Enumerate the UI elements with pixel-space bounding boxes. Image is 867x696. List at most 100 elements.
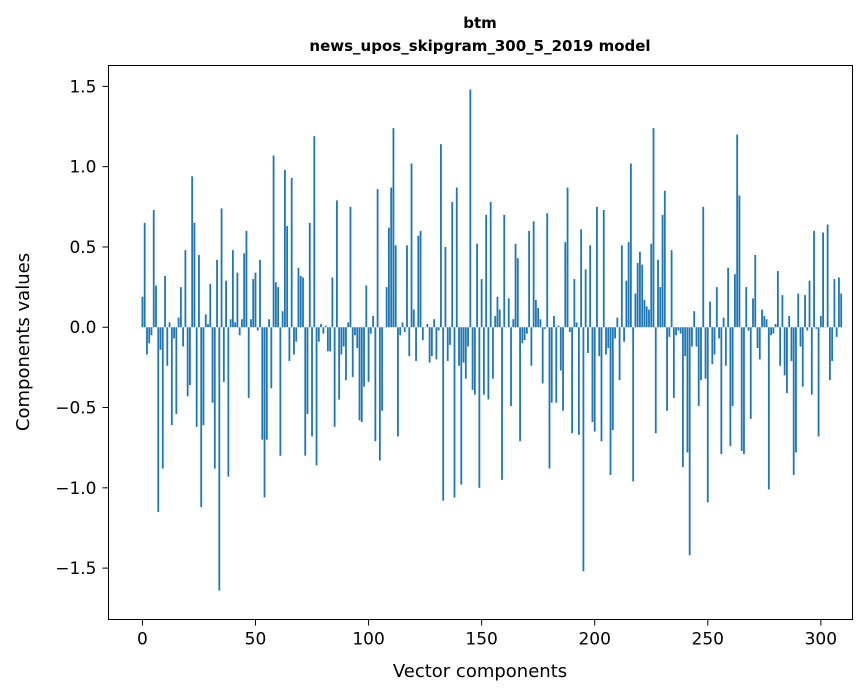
- bar-257: [722, 317, 725, 328]
- bar-199: [591, 327, 594, 422]
- bar-255: [718, 327, 720, 339]
- bar-71: [302, 277, 304, 328]
- bar-197: [587, 327, 589, 353]
- bar-284: [783, 327, 786, 376]
- bar-293: [804, 295, 806, 328]
- bar-27: [202, 327, 205, 426]
- bar-200: [593, 327, 596, 432]
- bar-23: [193, 222, 196, 328]
- bar-49: [252, 279, 255, 328]
- bar-135: [446, 327, 449, 361]
- bar-169: [523, 327, 526, 341]
- bar-232: [666, 327, 668, 411]
- bar-152: [485, 214, 488, 328]
- bar-185: [559, 327, 562, 371]
- bar-111: [392, 128, 395, 328]
- bar-96: [358, 327, 361, 421]
- bar-254: [715, 287, 718, 328]
- bar-247: [700, 327, 702, 381]
- bar-110: [390, 187, 393, 328]
- bar-57: [270, 327, 273, 389]
- bar-66: [290, 177, 293, 328]
- bar-41: [234, 322, 237, 328]
- bar-32: [213, 327, 216, 469]
- bar-159: [501, 327, 503, 480]
- bar-103: [374, 327, 377, 442]
- y-tick-label: −1.5: [55, 559, 96, 579]
- bar-67: [293, 327, 295, 355]
- bar-261: [731, 327, 734, 406]
- bar-192: [575, 322, 578, 328]
- bar-213: [623, 327, 626, 342]
- bar-181: [550, 327, 553, 403]
- bar-146: [471, 327, 474, 390]
- bar-194: [580, 229, 583, 328]
- bar-92: [349, 206, 352, 328]
- bar-246: [697, 327, 700, 406]
- bar-134: [444, 246, 447, 328]
- bar-287: [790, 327, 793, 361]
- x-tick-label: 200: [578, 630, 610, 650]
- bar-168: [521, 327, 524, 344]
- bar-105: [378, 327, 381, 461]
- bar-174: [534, 299, 537, 328]
- y-tick-label: −0.5: [55, 399, 96, 419]
- bar-139: [455, 187, 458, 328]
- bar-283: [781, 295, 784, 328]
- bar-132: [440, 144, 442, 328]
- bar-172: [530, 327, 533, 366]
- bar-298: [815, 327, 818, 329]
- y-tick-label: 1.5: [69, 77, 96, 97]
- bar-22: [191, 176, 194, 328]
- bar-144: [467, 327, 469, 347]
- bar-73: [306, 327, 309, 414]
- bar-122: [417, 235, 420, 328]
- bar-86: [335, 200, 338, 328]
- bar-271: [754, 254, 757, 328]
- bar-201: [596, 206, 598, 328]
- plot-area-frame: [108, 65, 853, 620]
- bar-150: [480, 279, 483, 328]
- y-axis-ticks: −1.5 −1.0 −0.5 0.0 0.5 1.0 1.5: [55, 77, 109, 579]
- bar-143: [464, 327, 467, 379]
- bar-58: [272, 155, 275, 328]
- bar-52: [259, 259, 261, 328]
- bar-120: [412, 309, 415, 328]
- bar-265: [740, 327, 743, 451]
- bar-193: [577, 327, 580, 435]
- bar-275: [763, 316, 766, 328]
- bar-237: [677, 327, 680, 331]
- bar-183: [555, 327, 558, 403]
- bar-182: [553, 316, 555, 328]
- bar-40: [231, 250, 234, 328]
- x-tick-label: 150: [465, 630, 497, 650]
- bar-31: [211, 327, 214, 403]
- bar-191: [573, 279, 576, 328]
- bar-297: [813, 230, 815, 328]
- bar-82: [326, 327, 329, 352]
- bar-108: [385, 287, 388, 328]
- bar-29: [207, 324, 209, 328]
- bar-299: [817, 327, 820, 437]
- bar-79: [320, 324, 322, 328]
- bar-5: [152, 210, 155, 328]
- bar-63: [283, 169, 286, 328]
- bar-16: [177, 317, 180, 328]
- bar-39: [229, 319, 232, 328]
- bar-179: [546, 213, 549, 328]
- bar-281: [776, 271, 779, 328]
- bar-46: [245, 230, 248, 328]
- chart-title-line1: btm: [463, 14, 497, 32]
- bar-269: [749, 327, 752, 419]
- bar-30: [209, 283, 212, 328]
- bar-61: [279, 327, 282, 456]
- bar-253: [713, 327, 716, 355]
- bar-301: [822, 232, 825, 328]
- bar-307: [835, 327, 838, 337]
- bar-225: [650, 243, 653, 328]
- bar-124: [421, 327, 424, 341]
- chart-title-line2: news_upos_skipgram_300_5_2019 model: [309, 37, 650, 55]
- bar-234: [670, 250, 673, 328]
- bar-121: [415, 327, 417, 361]
- bar-303: [826, 224, 829, 328]
